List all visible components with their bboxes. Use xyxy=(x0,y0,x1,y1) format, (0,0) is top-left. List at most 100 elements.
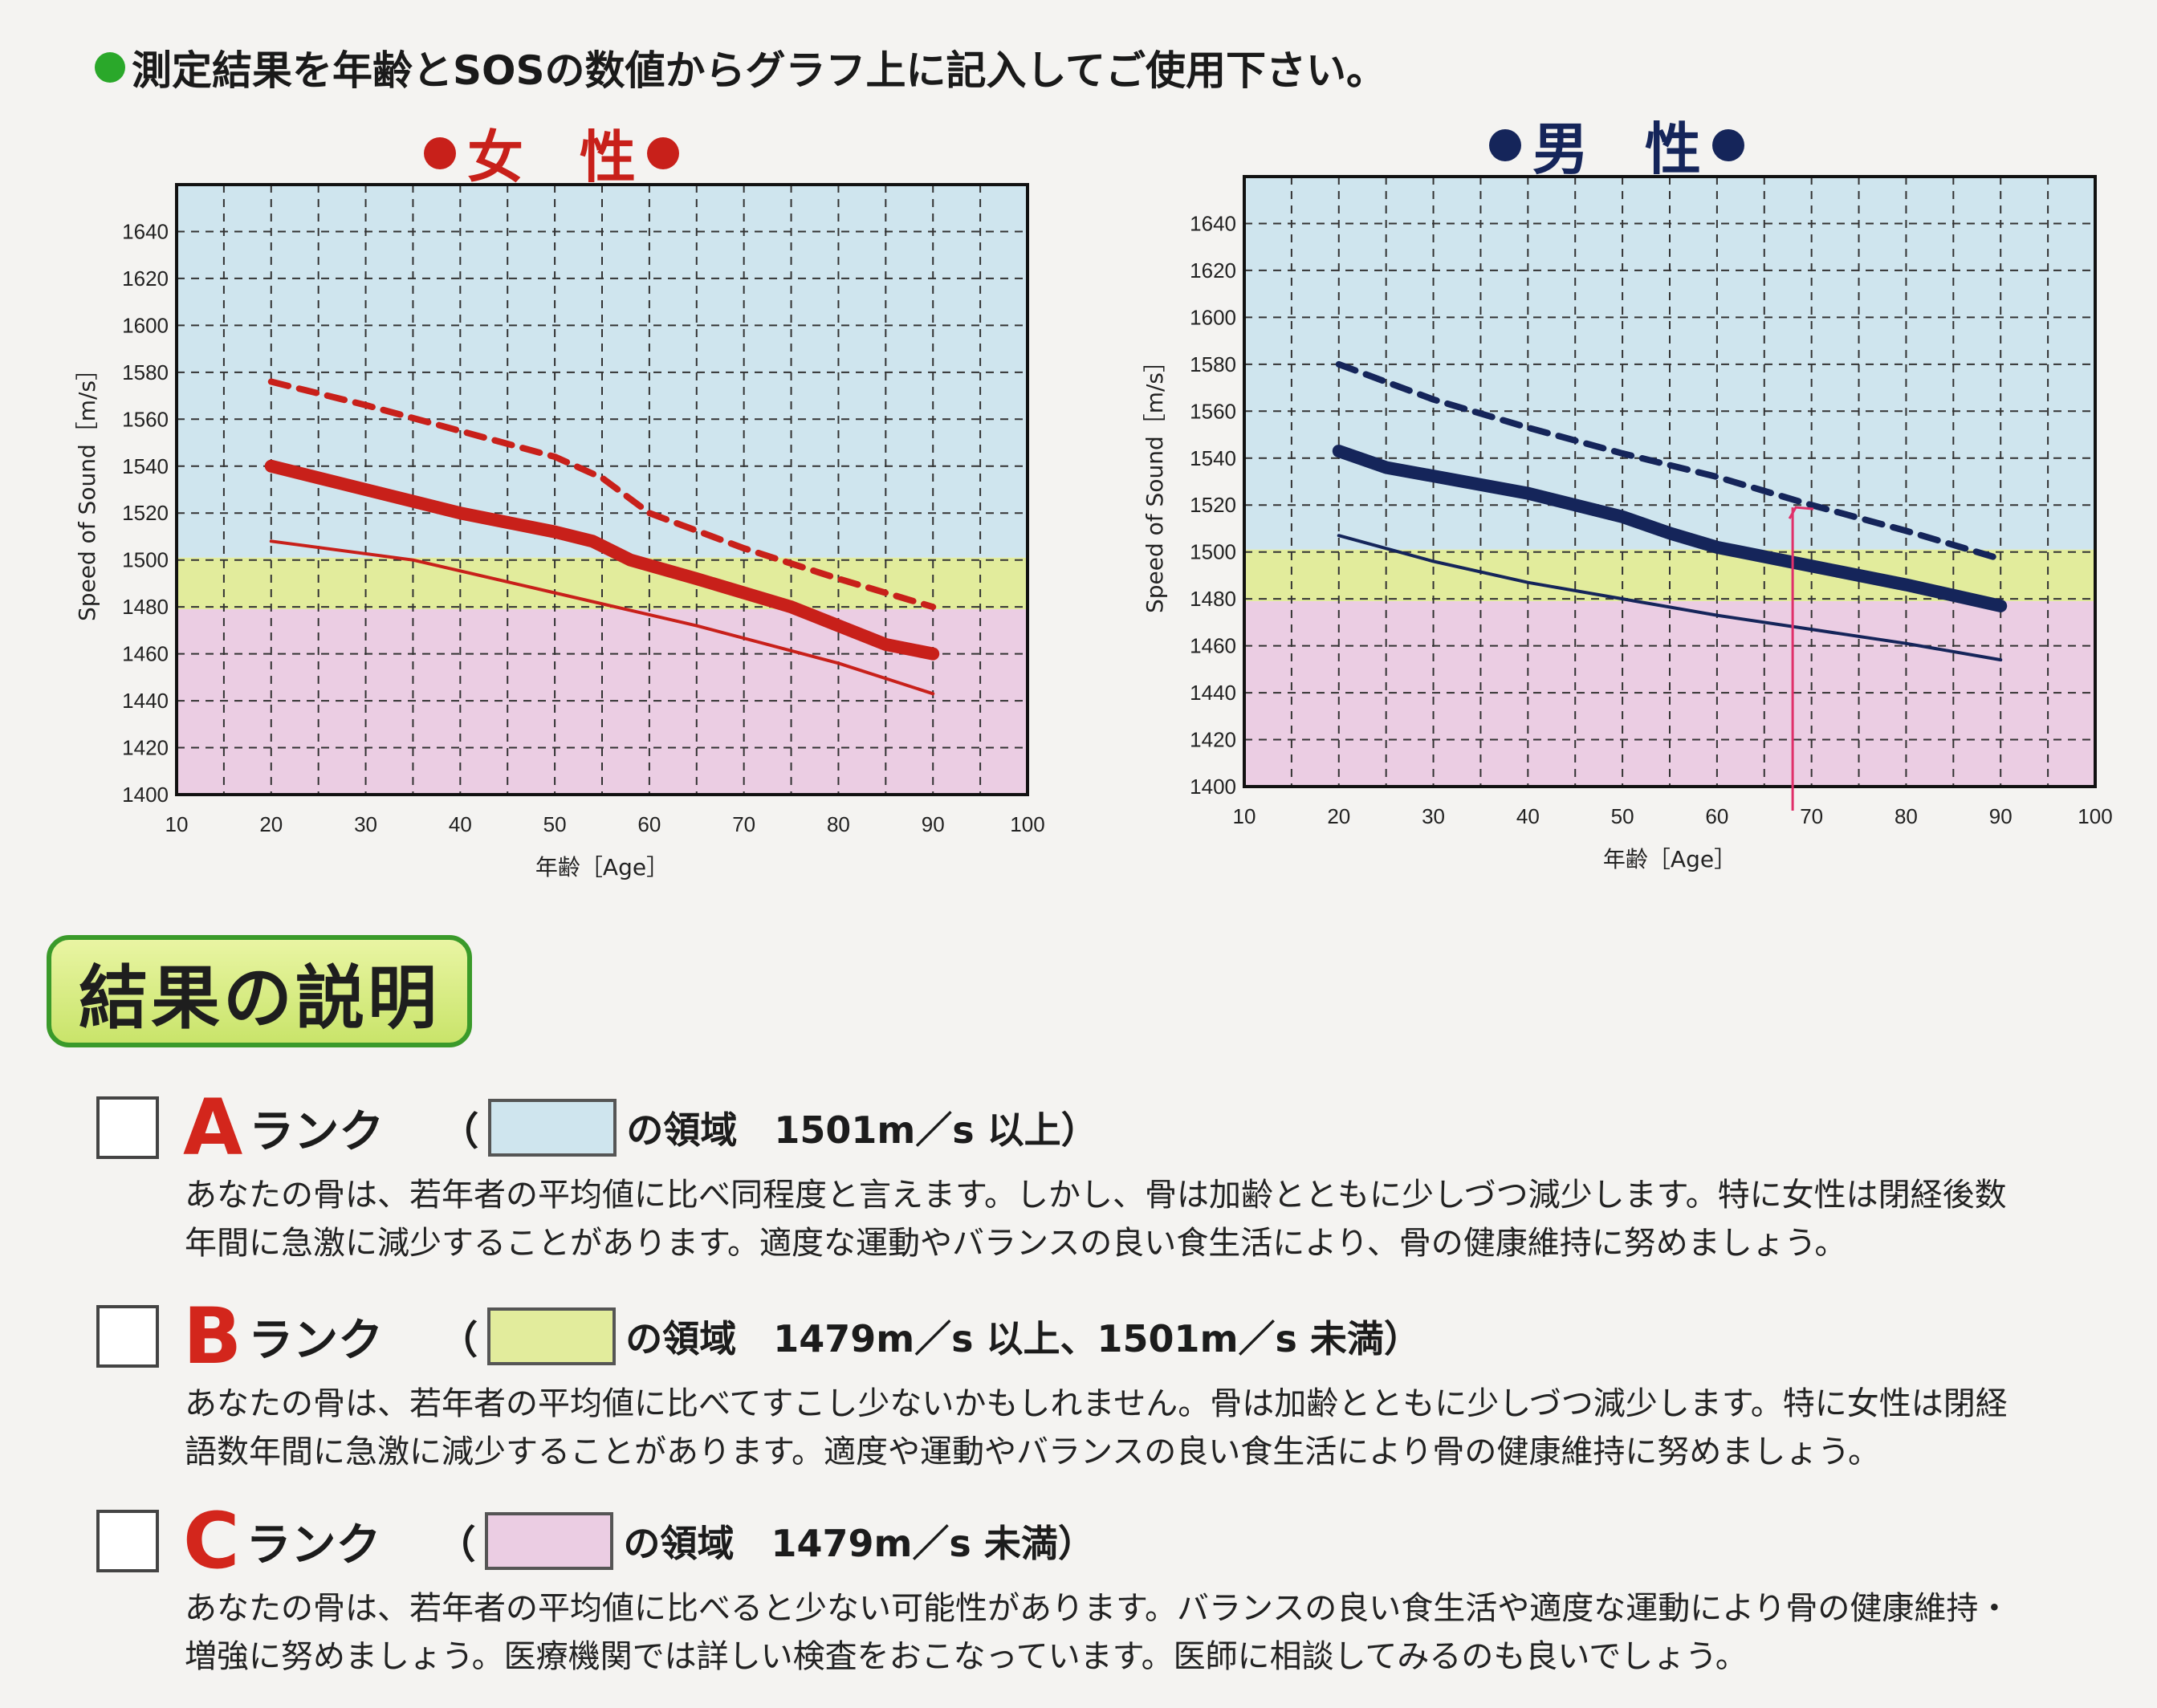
rank-b-label: ランク xyxy=(248,1314,384,1367)
x-tick-label: 100 xyxy=(2078,804,2112,828)
explanation-title: 結果の説明 xyxy=(47,935,472,1047)
rank-c-label: ランク xyxy=(246,1519,381,1572)
rank-c-checkbox[interactable] xyxy=(96,1510,159,1572)
female-chart-title: 女 性 xyxy=(424,112,679,193)
instruction-text: 測定結果を年齢とSOSの数値からグラフ上に記入してご使用下さい。 xyxy=(132,47,1387,94)
green-bullet-icon xyxy=(95,52,125,83)
rank-c-color-swatch xyxy=(485,1512,614,1570)
y-tick-label: 1540 xyxy=(1190,446,1236,470)
plot-frame xyxy=(175,183,1029,796)
y-tick-label: 1640 xyxy=(1190,211,1236,235)
instruction-line: 測定結果を年齢とSOSの数値からグラフ上に記入してご使用下さい。 xyxy=(95,39,1386,96)
rank-b-desc-line: 語数年間に急激に減少することがあります。適度や運動やバランスの良い食生活により骨… xyxy=(185,1434,1880,1470)
rank-a-letter: A xyxy=(183,1083,243,1173)
rank-c-desc-line: あなたの骨は、若年者の平均値に比べると少ない可能性があります。バランスの良い食生… xyxy=(185,1590,2011,1627)
male-thin-line xyxy=(1337,534,2003,662)
rank-b-open-paren: （ xyxy=(439,1318,478,1363)
x-tick-label: 70 xyxy=(1800,804,1823,828)
y-tick-label: 1440 xyxy=(1190,681,1236,705)
plot-frame xyxy=(1243,175,2097,788)
y-axis-label: Speed of Sound［m/s］ xyxy=(1142,350,1168,613)
x-axis-label: 年齢［Age］ xyxy=(1603,846,1736,872)
rank-c-region: の領域 xyxy=(623,1522,735,1565)
rank-c-threshold: 1479m／s 未満） xyxy=(771,1522,1095,1565)
x-tick-label: 90 xyxy=(1989,804,2013,828)
rank-c-section: C ランク （ の領域 1479m／s 未満） あなたの骨は、若年者の平均値に比… xyxy=(96,1496,2010,1681)
y-tick-label: 1540 xyxy=(122,454,169,478)
rank-a-threshold: 1501m／s 以上） xyxy=(774,1108,1098,1152)
male-thick-line xyxy=(1332,445,2008,612)
x-tick-label: 40 xyxy=(1516,804,1540,828)
x-tick-label: 70 xyxy=(732,812,755,836)
x-tick-label: 20 xyxy=(1327,804,1350,828)
annotation-marker xyxy=(1788,506,1814,519)
zone-a-band xyxy=(177,185,1028,558)
rank-b-desc-line: あなたの骨は、若年者の平均値に比べてすこし少ないかもしれません。骨は加齢とともに… xyxy=(185,1385,2008,1422)
y-tick-label: 1600 xyxy=(1190,305,1236,329)
rank-a-label: ランク xyxy=(249,1105,385,1158)
rank-c-description: あなたの骨は、若年者の平均値に比べると少ない可能性があります。バランスの良い食生… xyxy=(185,1584,2010,1681)
y-tick-label: 1560 xyxy=(122,407,169,431)
female-title-text: 女 性 xyxy=(467,124,636,190)
x-tick-label: 40 xyxy=(449,812,472,836)
y-tick-label: 1520 xyxy=(1190,493,1236,517)
y-tick-label: 1500 xyxy=(122,548,169,572)
rank-a-desc-line: あなたの骨は、若年者の平均値に比べ同程度と言えます。しかし、骨は加齢とともに少し… xyxy=(185,1177,2007,1214)
zone-a-band xyxy=(1244,177,2095,550)
x-tick-label: 50 xyxy=(543,812,567,836)
y-tick-label: 1600 xyxy=(122,313,169,337)
y-tick-label: 1420 xyxy=(1190,728,1236,752)
x-tick-label: 10 xyxy=(165,812,189,836)
y-tick-label: 1480 xyxy=(1190,587,1236,611)
red-bullet-icon xyxy=(424,136,456,169)
y-axis-label: Speed of Sound［m/s］ xyxy=(74,358,100,621)
rank-c-desc-line: 増強に努めましょう。医療機関では詳しい検査をおこなっています。医師に相談してみる… xyxy=(185,1638,1748,1675)
x-tick-label: 100 xyxy=(1010,812,1044,836)
x-tick-label: 20 xyxy=(259,812,283,836)
navy-bullet-icon xyxy=(1489,128,1521,161)
x-tick-label: 60 xyxy=(1705,804,1728,828)
male-sos-chart: 1400 1420 1440 1460 1480 1500 1520 1540 1560 1580… xyxy=(1142,175,2113,872)
female-thin-line xyxy=(269,539,935,696)
y-tick-label: 1460 xyxy=(1190,634,1236,658)
y-tick-label: 1560 xyxy=(1190,399,1236,423)
y-tick-label: 1460 xyxy=(122,642,169,666)
rank-a-checkbox[interactable] xyxy=(96,1096,159,1159)
y-tick-label: 1500 xyxy=(1190,540,1236,564)
rank-b-checkbox[interactable] xyxy=(96,1305,159,1368)
x-tick-label: 80 xyxy=(827,812,850,836)
rank-b-threshold: 1479m／s 以上、1501m／s 未満） xyxy=(773,1317,1421,1360)
rank-a-color-swatch xyxy=(488,1099,617,1157)
x-tick-label: 80 xyxy=(1894,804,1918,828)
red-bullet-icon xyxy=(647,136,679,169)
y-tick-label: 1580 xyxy=(122,360,169,384)
rank-c-letter: C xyxy=(183,1496,240,1586)
rank-c-open-paren: （ xyxy=(437,1523,476,1568)
rank-a-open-paren: （ xyxy=(440,1109,479,1154)
male-title-text: 男 性 xyxy=(1532,116,1701,182)
x-axis-label: 年齢［Age］ xyxy=(535,854,669,880)
x-tick-label: 50 xyxy=(1611,804,1634,828)
x-tick-label: 90 xyxy=(922,812,945,836)
male-dashed-line xyxy=(1335,360,2004,563)
y-tick-label: 1480 xyxy=(122,595,169,619)
rank-b-section: B ランク （ の領域 1479m／s 以上、1501m／s 未満） あなたの骨… xyxy=(96,1291,2008,1476)
y-tick-label: 1620 xyxy=(1190,258,1236,283)
y-tick-label: 1580 xyxy=(1190,352,1236,376)
navy-bullet-icon xyxy=(1712,128,1744,161)
rank-b-region: の領域 xyxy=(625,1317,737,1360)
female-dashed-line xyxy=(267,378,937,611)
y-tick-label: 1520 xyxy=(122,501,169,525)
x-tick-label: 30 xyxy=(1422,804,1445,828)
y-tick-label: 1620 xyxy=(122,266,169,291)
y-tick-label: 1400 xyxy=(1190,775,1236,799)
x-tick-label: 10 xyxy=(1233,804,1256,828)
rank-b-description: あなたの骨は、若年者の平均値に比べてすこし少ないかもしれません。骨は加齢とともに… xyxy=(185,1380,2008,1476)
rank-a-desc-line: 年間に急激に減少することがあります。適度な運動やバランスの良い食生活により、骨の… xyxy=(185,1225,1847,1262)
x-tick-label: 60 xyxy=(637,812,661,836)
rank-a-description: あなたの骨は、若年者の平均値に比べ同程度と言えます。しかし、骨は加齢とともに少し… xyxy=(185,1171,2007,1267)
rank-b-color-swatch xyxy=(487,1307,617,1365)
rank-b-letter: B xyxy=(183,1291,242,1381)
female-sos-chart: 1400 1420 1440 1460 1480 1500 1520 1540 1560 1580… xyxy=(74,183,1045,880)
y-tick-label: 1640 xyxy=(122,219,169,243)
